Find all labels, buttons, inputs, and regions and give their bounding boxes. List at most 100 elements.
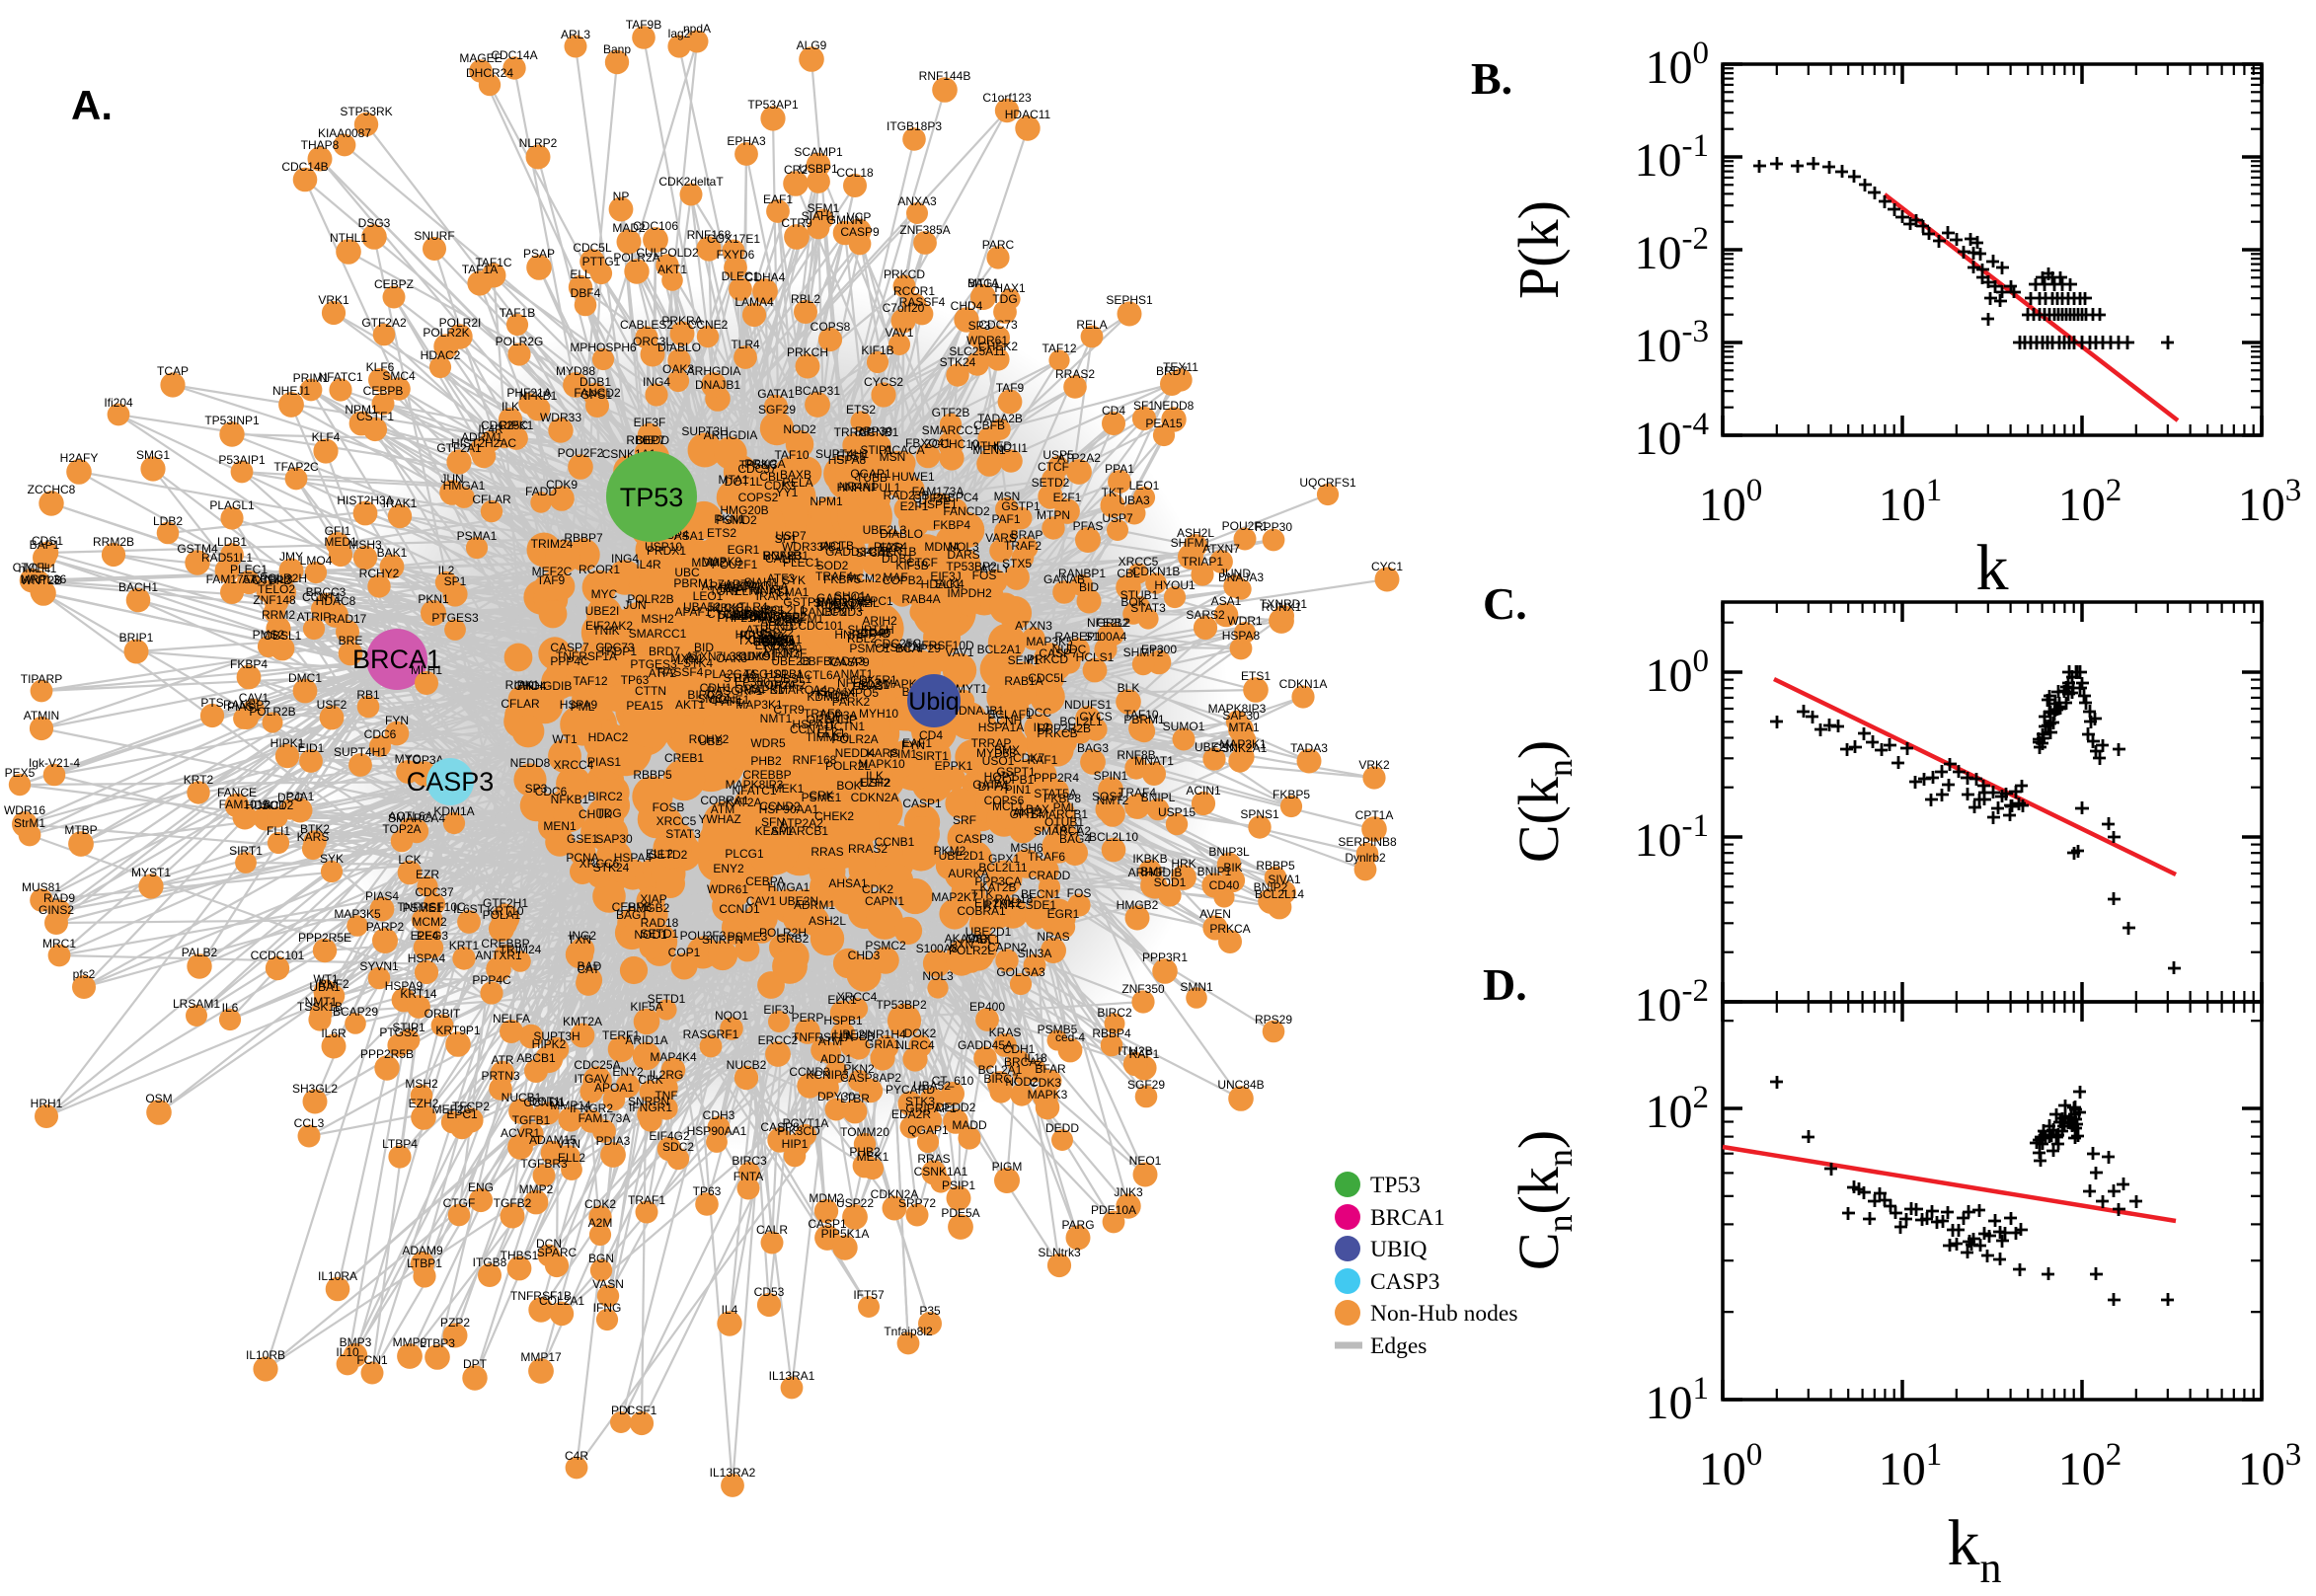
svg-text:BRIP1: BRIP1 bbox=[119, 631, 154, 645]
svg-text:XRCC5: XRCC5 bbox=[656, 814, 697, 828]
svg-text:FCN1: FCN1 bbox=[356, 1353, 388, 1367]
svg-text:LCK: LCK bbox=[398, 853, 421, 867]
svg-text:SPARC: SPARC bbox=[537, 1246, 578, 1259]
svg-text:GMNN: GMNN bbox=[827, 213, 864, 227]
svg-text:BCAP31: BCAP31 bbox=[763, 549, 809, 563]
svg-text:RCOR1: RCOR1 bbox=[579, 563, 620, 576]
svg-text:APAF1: APAF1 bbox=[674, 605, 711, 619]
svg-text:IMPDH2: IMPDH2 bbox=[947, 586, 992, 600]
svg-text:TFDP1: TFDP1 bbox=[599, 645, 637, 658]
svg-text:TDG: TDG bbox=[992, 292, 1017, 306]
svg-text:EPHA3: EPHA3 bbox=[727, 134, 766, 148]
svg-text:FYN: FYN bbox=[385, 714, 409, 727]
svg-text:GTF2A2: GTF2A2 bbox=[361, 316, 407, 330]
svg-text:MSH3: MSH3 bbox=[348, 538, 382, 552]
svg-text:NUDC: NUDC bbox=[1052, 643, 1087, 656]
svg-text:KEAP1: KEAP1 bbox=[755, 824, 794, 838]
svg-text:Dynlrb2: Dynlrb2 bbox=[1345, 851, 1386, 865]
svg-text:CDHA4: CDHA4 bbox=[745, 270, 786, 284]
svg-text:ARHGDIA: ARHGDIA bbox=[687, 364, 741, 378]
svg-text:ETS2: ETS2 bbox=[846, 403, 876, 417]
svg-text:LTBP4: LTBP4 bbox=[382, 1137, 418, 1151]
svg-text:COL2A1: COL2A1 bbox=[539, 1294, 584, 1308]
svg-text:ATR: ATR bbox=[491, 1053, 513, 1067]
svg-text:IL13RA2: IL13RA2 bbox=[710, 1466, 756, 1480]
svg-text:CTTN: CTTN bbox=[635, 684, 666, 698]
svg-text:PRDX1: PRDX1 bbox=[647, 544, 686, 558]
svg-text:CDC5L: CDC5L bbox=[573, 241, 612, 255]
svg-text:TP53I3: TP53I3 bbox=[739, 458, 778, 472]
svg-text:CDKN1A: CDKN1A bbox=[1279, 677, 1328, 691]
svg-text:Igk-V21-4: Igk-V21-4 bbox=[29, 756, 80, 770]
svg-text:COPS2: COPS2 bbox=[738, 491, 779, 504]
svg-text:TAF12: TAF12 bbox=[1042, 342, 1076, 355]
svg-text:RRM2: RRM2 bbox=[262, 608, 295, 622]
svg-text:ARHGEF4: ARHGEF4 bbox=[702, 579, 758, 593]
svg-text:DHCR24: DHCR24 bbox=[466, 66, 513, 80]
svg-text:IFNG: IFNG bbox=[593, 1301, 622, 1315]
svg-text:TAF1A: TAF1A bbox=[462, 263, 498, 276]
svg-text:LMO4: LMO4 bbox=[300, 554, 333, 568]
svg-text:BGN: BGN bbox=[588, 1252, 614, 1265]
svg-text:SH3GL2: SH3GL2 bbox=[292, 1082, 338, 1096]
svg-text:SHMT2: SHMT2 bbox=[1123, 646, 1164, 659]
svg-text:BCLAF1: BCLAF1 bbox=[987, 708, 1033, 722]
svg-text:PAF1: PAF1 bbox=[991, 512, 1020, 526]
svg-text:MAP2K7: MAP2K7 bbox=[931, 890, 978, 904]
svg-text:MYH10: MYH10 bbox=[859, 707, 898, 721]
svg-text:PDIA3: PDIA3 bbox=[596, 1134, 631, 1148]
svg-text:TKT: TKT bbox=[1102, 486, 1124, 499]
svg-text:KRT2: KRT2 bbox=[184, 773, 214, 787]
svg-text:RPS29: RPS29 bbox=[1255, 1013, 1292, 1026]
svg-text:COPB2: COPB2 bbox=[883, 573, 923, 587]
svg-text:MCM2: MCM2 bbox=[412, 915, 447, 929]
svg-text:RAB1A: RAB1A bbox=[1004, 674, 1042, 688]
svg-text:TRIAP1: TRIAP1 bbox=[1182, 555, 1223, 569]
svg-text:GTF2B: GTF2B bbox=[932, 406, 970, 419]
svg-text:NFKB1: NFKB1 bbox=[519, 389, 558, 403]
svg-text:PRIM1: PRIM1 bbox=[293, 371, 330, 385]
svg-text:PJA1: PJA1 bbox=[286, 790, 315, 803]
svg-text:TP53AP1: TP53AP1 bbox=[747, 98, 799, 112]
svg-text:ARID1A: ARID1A bbox=[625, 1033, 667, 1047]
svg-text:UBIQ: UBIQ bbox=[1370, 1237, 1427, 1262]
svg-text:KRT9P1: KRT9P1 bbox=[435, 1024, 480, 1037]
svg-text:TEX11: TEX11 bbox=[1163, 360, 1198, 374]
svg-text:MMP14: MMP14 bbox=[550, 1099, 591, 1112]
svg-text:NQO1: NQO1 bbox=[715, 1009, 748, 1023]
svg-text:ING2: ING2 bbox=[569, 929, 596, 943]
svg-text:SLC25A11: SLC25A11 bbox=[949, 344, 1005, 358]
svg-text:LAMA4: LAMA4 bbox=[734, 295, 774, 309]
svg-text:PDE5A: PDE5A bbox=[941, 1206, 979, 1220]
svg-text:BRCA1: BRCA1 bbox=[1370, 1205, 1445, 1231]
svg-text:CRADD: CRADD bbox=[1029, 869, 1071, 882]
svg-text:BLK: BLK bbox=[1118, 681, 1140, 695]
svg-text:BNIPL: BNIPL bbox=[1141, 791, 1176, 804]
svg-text:IL4: IL4 bbox=[722, 1303, 738, 1317]
svg-text:ADAM9: ADAM9 bbox=[402, 1244, 443, 1257]
svg-text:IFNGR1: IFNGR1 bbox=[629, 1101, 672, 1114]
svg-text:CD40: CD40 bbox=[1209, 878, 1240, 892]
svg-text:PARP2: PARP2 bbox=[366, 920, 405, 934]
svg-text:PSME3: PSME3 bbox=[728, 930, 768, 944]
svg-text:EIF3F: EIF3F bbox=[634, 416, 666, 429]
svg-text:USP5: USP5 bbox=[1042, 448, 1074, 462]
svg-text:CCND2: CCND2 bbox=[759, 799, 801, 813]
svg-text:ENG: ENG bbox=[468, 1180, 494, 1194]
svg-text:TIPARP: TIPARP bbox=[21, 672, 62, 686]
svg-text:FLI1: FLI1 bbox=[267, 824, 290, 838]
svg-text:ING4: ING4 bbox=[643, 375, 670, 389]
svg-text:FAM175A: FAM175A bbox=[206, 572, 259, 586]
svg-text:SLNtrk3: SLNtrk3 bbox=[1038, 1246, 1081, 1259]
svg-text:StrM1: StrM1 bbox=[14, 816, 45, 830]
svg-text:KRT10: KRT10 bbox=[487, 904, 523, 918]
svg-text:KMT2A: KMT2A bbox=[563, 1015, 602, 1028]
svg-text:PARC: PARC bbox=[982, 238, 1015, 252]
svg-text:PPP4C: PPP4C bbox=[472, 973, 511, 987]
svg-text:ZNF385A: ZNF385A bbox=[899, 223, 950, 237]
svg-text:IL13RA1: IL13RA1 bbox=[769, 1369, 815, 1383]
svg-text:POLR2G: POLR2G bbox=[496, 335, 544, 348]
svg-text:CAPN2: CAPN2 bbox=[987, 941, 1027, 954]
svg-text:PTGES3: PTGES3 bbox=[431, 611, 479, 625]
svg-text:COPS8: COPS8 bbox=[811, 320, 851, 334]
